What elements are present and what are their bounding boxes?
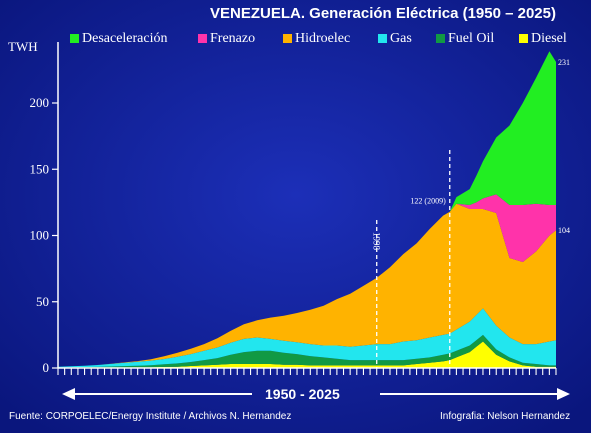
legend-label: Desaceleración [82,31,168,46]
legend-label: Gas [390,31,412,46]
y-tick-label: 0 [43,360,50,375]
area-series-frenazo [58,194,556,367]
legend-swatch-icon [198,34,207,43]
y-tick-label: 100 [30,228,50,243]
legend-label: Fuel Oil [448,31,495,46]
area-series-fuel-oil [58,334,556,368]
legend-swatch-icon [436,34,445,43]
arrowhead-left-icon [62,388,75,400]
arrowhead-right-icon [557,388,570,400]
marker-label: 1998 [372,232,382,251]
chart-title: VENEZUELA. Generación Eléctrica (1950 – … [210,5,556,22]
legend-swatch-icon [283,34,292,43]
end-value-label: 231 [558,58,570,67]
legend-label: Frenazo [210,31,256,46]
area-series-hidroelec [58,203,556,367]
y-tick-label: 150 [30,161,50,176]
legend-swatch-icon [378,34,387,43]
annotations: 1998 122 (2009) 231 104 [372,58,570,368]
legend-label: Diesel [531,31,567,46]
stacked-areas [58,51,556,368]
credit-note: Infografia: Nelson Hernandez [440,411,571,422]
y-tick-label: 200 [30,95,50,110]
source-note: Fuente: CORPOELEC/Energy Institute / Arc… [9,411,292,422]
period-label: 1950 - 2025 [265,386,340,402]
y-axis-label: TWH [8,39,38,54]
area-series-gas [58,308,556,368]
legend-swatch-icon [70,34,79,43]
axes: 0 50 100 150 200 [30,42,570,400]
legend-label: Hidroelec [295,31,351,46]
y-tick-label: 50 [36,294,49,309]
area-series-diesel [58,341,556,368]
legend-swatch-icon [519,34,528,43]
end-value-label: 104 [558,226,570,235]
peak-label: 122 (2009) [410,196,446,205]
